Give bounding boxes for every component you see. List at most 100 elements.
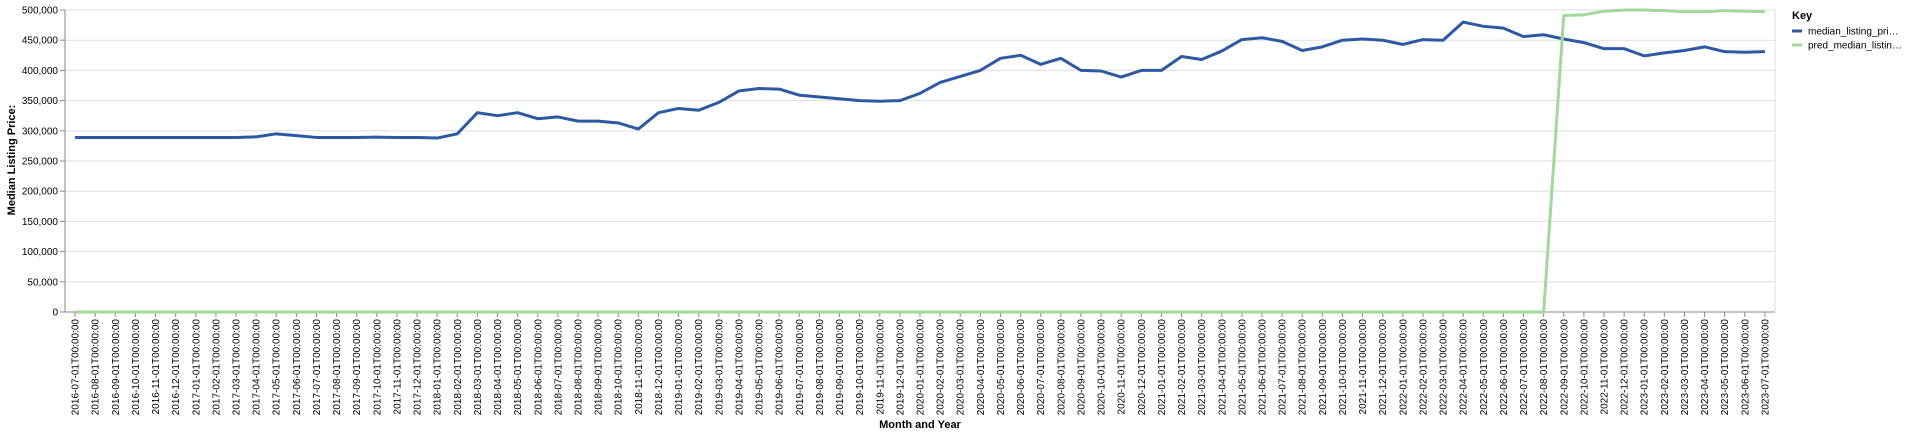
x-tick-label: 2022-01-01T00:00:00 [1398, 319, 1409, 416]
legend-title: Key [1792, 10, 1813, 22]
x-tick-label: 2016-11-01T00:00:00 [151, 319, 162, 415]
x-tick-label: 2017-03-01T00:00:00 [232, 319, 243, 416]
x-tick-label: 2020-09-01T00:00:00 [1076, 319, 1087, 416]
legend-label: median_listing_pri… [1808, 27, 1899, 38]
x-tick-label: 2022-06-01T00:00:00 [1499, 319, 1510, 416]
x-tick-label: 2020-10-01T00:00:00 [1097, 319, 1108, 416]
x-tick-label: 2018-11-01T00:00:00 [634, 319, 645, 415]
x-tick-label: 2017-10-01T00:00:00 [372, 319, 383, 416]
x-tick-label: 2021-03-01T00:00:00 [1197, 319, 1208, 416]
x-tick-label: 2022-11-01T00:00:00 [1600, 319, 1611, 415]
y-tick-label: 50,000 [27, 277, 58, 288]
x-tick-label: 2019-05-01T00:00:00 [755, 319, 766, 416]
x-tick-label: 2022-05-01T00:00:00 [1479, 319, 1490, 416]
x-tick-label: 2022-08-01T00:00:00 [1539, 319, 1550, 416]
y-tick-label: 300,000 [22, 126, 59, 137]
x-tick-label: 2022-09-01T00:00:00 [1559, 319, 1570, 416]
x-tick-label: 2019-03-01T00:00:00 [714, 319, 725, 416]
legend-label: pred_median_listin… [1808, 41, 1902, 52]
x-tick-label: 2016-12-01T00:00:00 [171, 319, 182, 416]
x-tick-label: 2017-08-01T00:00:00 [332, 319, 343, 416]
x-tick-label: 2020-06-01T00:00:00 [1016, 319, 1027, 416]
x-tick-label: 2019-02-01T00:00:00 [694, 319, 705, 416]
x-tick-label: 2018-07-01T00:00:00 [553, 319, 564, 416]
x-tick-label: 2023-03-01T00:00:00 [1680, 319, 1691, 416]
x-tick-label: 2021-12-01T00:00:00 [1378, 319, 1389, 416]
x-tick-label: 2020-02-01T00:00:00 [936, 319, 947, 416]
x-tick-label: 2021-07-01T00:00:00 [1278, 319, 1289, 416]
x-tick-label: 2018-02-01T00:00:00 [453, 319, 464, 416]
x-tick-label: 2021-05-01T00:00:00 [1237, 319, 1248, 416]
x-tick-label: 2020-11-01T00:00:00 [1117, 319, 1128, 415]
x-tick-label: 2018-03-01T00:00:00 [473, 319, 484, 416]
x-tick-label: 2017-06-01T00:00:00 [292, 319, 303, 416]
y-tick-label: 0 [52, 308, 58, 319]
x-tick-label: 2017-11-01T00:00:00 [392, 319, 403, 415]
x-tick-label: 2023-06-01T00:00:00 [1740, 319, 1751, 416]
y-tick-label: 350,000 [22, 96, 59, 107]
series-line [75, 20, 1765, 140]
x-tick-label: 2021-08-01T00:00:00 [1298, 319, 1309, 416]
y-tick-label: 100,000 [22, 247, 59, 258]
x-tick-label: 2016-08-01T00:00:00 [91, 319, 102, 416]
x-tick-label: 2023-05-01T00:00:00 [1720, 319, 1731, 416]
x-tick-label: 2018-04-01T00:00:00 [493, 319, 504, 416]
y-tick-label: 200,000 [22, 187, 59, 198]
x-tick-label: 2018-06-01T00:00:00 [533, 319, 544, 416]
x-tick-label: 2023-01-01T00:00:00 [1640, 319, 1651, 416]
x-tick-label: 2017-05-01T00:00:00 [272, 319, 283, 416]
x-tick-label: 2017-02-01T00:00:00 [211, 319, 222, 416]
x-tick-label: 2021-01-01T00:00:00 [1157, 319, 1168, 416]
series-line [75, 8, 1765, 314]
y-tick-label: 250,000 [22, 157, 59, 168]
x-tick-label: 2017-07-01T00:00:00 [312, 319, 323, 416]
x-tick-label: 2019-09-01T00:00:00 [835, 319, 846, 416]
x-tick-label: 2021-11-01T00:00:00 [1358, 319, 1369, 415]
x-tick-label: 2020-01-01T00:00:00 [916, 319, 927, 416]
x-tick-label: 2017-04-01T00:00:00 [252, 319, 263, 416]
x-tick-label: 2019-11-01T00:00:00 [875, 319, 886, 415]
x-tick-label: 2016-07-01T00:00:00 [71, 319, 82, 416]
y-axis-title: Median Listing Price: [6, 105, 18, 216]
x-tick-label: 2022-04-01T00:00:00 [1459, 319, 1470, 416]
x-tick-label: 2018-05-01T00:00:00 [513, 319, 524, 416]
x-tick-label: 2022-03-01T00:00:00 [1439, 319, 1450, 416]
x-tick-label: 2018-01-01T00:00:00 [433, 319, 444, 416]
x-tick-label: 2018-09-01T00:00:00 [594, 319, 605, 416]
x-tick-label: 2023-04-01T00:00:00 [1700, 319, 1711, 416]
x-tick-label: 2017-12-01T00:00:00 [413, 319, 424, 416]
y-tick-label: 150,000 [22, 217, 59, 228]
x-tick-label: 2023-02-01T00:00:00 [1660, 319, 1671, 416]
x-tick-label: 2021-10-01T00:00:00 [1338, 319, 1349, 416]
y-tick-label: 400,000 [22, 66, 59, 77]
x-tick-label: 2018-12-01T00:00:00 [654, 319, 665, 416]
x-tick-label: 2017-01-01T00:00:00 [191, 319, 202, 416]
x-tick-label: 2020-04-01T00:00:00 [976, 319, 987, 416]
x-tick-label: 2019-04-01T00:00:00 [734, 319, 745, 416]
x-tick-label: 2021-04-01T00:00:00 [1217, 319, 1228, 416]
x-tick-label: 2022-12-01T00:00:00 [1620, 319, 1631, 416]
x-tick-label: 2019-06-01T00:00:00 [775, 319, 786, 416]
x-tick-label: 2016-09-01T00:00:00 [111, 319, 122, 416]
x-tick-label: 2021-09-01T00:00:00 [1318, 319, 1329, 416]
x-axis-title: Month and Year [879, 419, 961, 431]
x-tick-label: 2020-07-01T00:00:00 [1036, 319, 1047, 416]
x-tick-label: 2019-07-01T00:00:00 [795, 319, 806, 416]
x-tick-label: 2023-07-01T00:00:00 [1760, 319, 1771, 416]
y-tick-label: 500,000 [22, 6, 59, 17]
x-tick-label: 2018-10-01T00:00:00 [614, 319, 625, 416]
x-tick-label: 2017-09-01T00:00:00 [352, 319, 363, 416]
x-tick-label: 2019-08-01T00:00:00 [815, 319, 826, 416]
x-tick-label: 2021-06-01T00:00:00 [1258, 319, 1269, 416]
x-tick-label: 2020-08-01T00:00:00 [1056, 319, 1067, 416]
x-tick-label: 2019-01-01T00:00:00 [674, 319, 685, 416]
x-tick-label: 2020-03-01T00:00:00 [956, 319, 967, 416]
x-tick-label: 2018-08-01T00:00:00 [574, 319, 585, 416]
x-tick-label: 2019-10-01T00:00:00 [855, 319, 866, 416]
x-tick-label: 2019-12-01T00:00:00 [895, 319, 906, 416]
x-tick-label: 2021-02-01T00:00:00 [1177, 319, 1188, 416]
x-tick-label: 2020-12-01T00:00:00 [1137, 319, 1148, 416]
x-tick-label: 2020-05-01T00:00:00 [996, 319, 1007, 416]
x-tick-label: 2022-07-01T00:00:00 [1519, 319, 1530, 416]
